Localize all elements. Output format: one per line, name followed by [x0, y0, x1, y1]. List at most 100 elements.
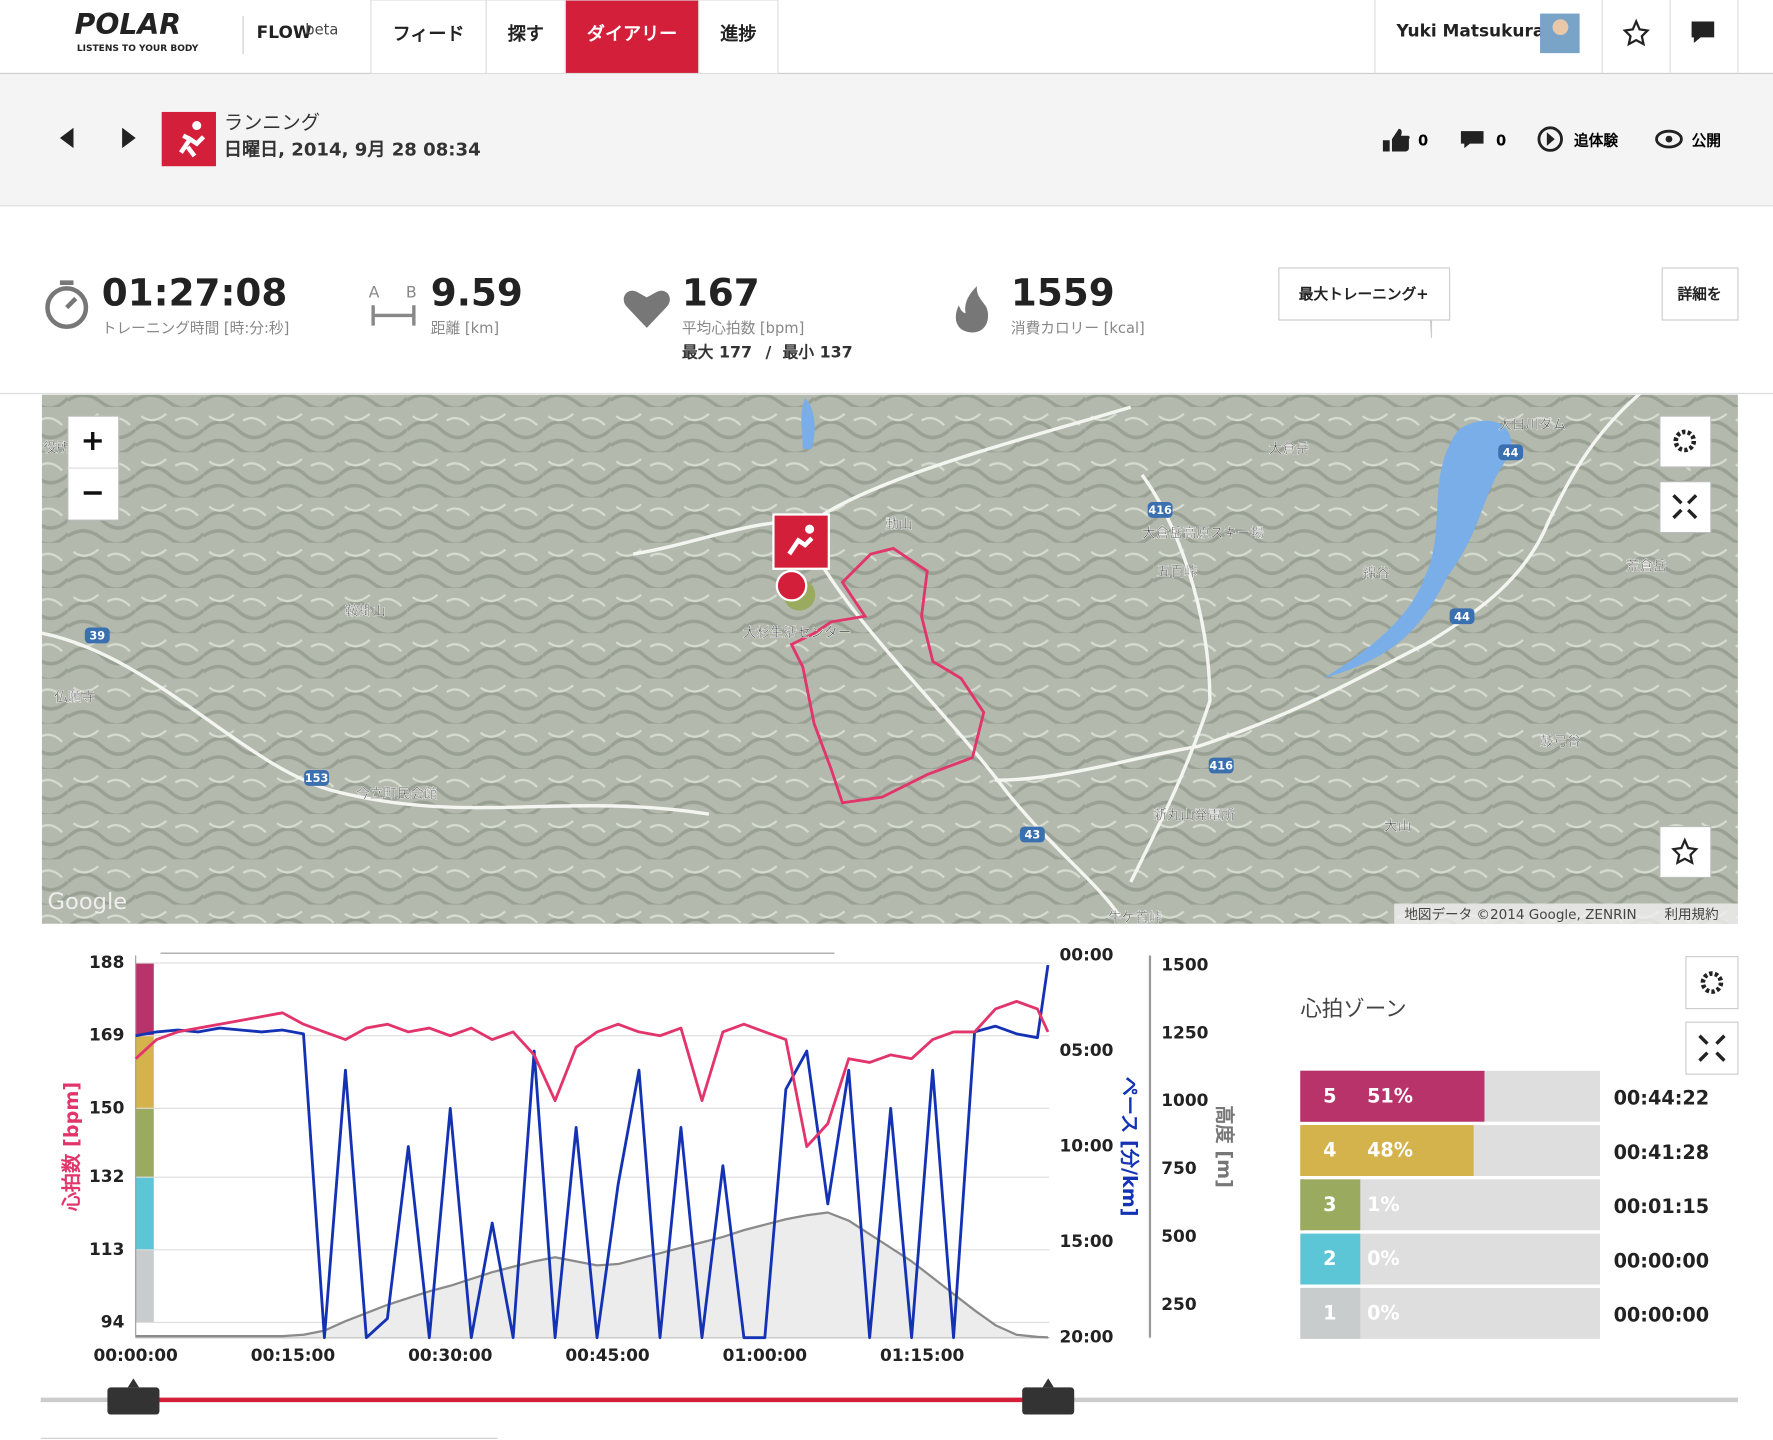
relive[interactable]: 追体験 [1574, 131, 1618, 149]
y3-tick-label: 500 [1161, 1226, 1196, 1246]
zone-percent: 51% [1367, 1084, 1413, 1107]
heart-rate: 167 [682, 271, 760, 315]
zone-label-box [1300, 1233, 1361, 1285]
nav-label[interactable]: フィード [393, 24, 465, 45]
logo[interactable]: POLAR [75, 8, 181, 41]
y2-tick-label: 05:00 [1060, 1040, 1114, 1060]
heart-rate-label: 平均心拍数 [bpm] [682, 320, 805, 337]
road-number: 416 [1148, 504, 1172, 517]
heart-rate-line [134, 999, 1050, 1148]
heart-icon [623, 290, 670, 328]
messages-icon[interactable] [1691, 21, 1715, 43]
zone-duration: 00:44:22 [1614, 1087, 1710, 1110]
heart-rate-max: 最大 177 [682, 342, 752, 361]
visibility[interactable]: 公開 [1692, 132, 1721, 149]
comment-count: 0 [1496, 132, 1506, 149]
slider-handle-start[interactable] [107, 1387, 160, 1415]
chart-fullscreen[interactable] [1685, 1021, 1739, 1075]
map-fullscreen[interactable] [1659, 481, 1712, 534]
map-favorite[interactable] [1659, 826, 1712, 879]
y3-axis-label: 高度 [m] [1213, 1105, 1236, 1188]
zone-duration: 00:00:00 [1614, 1249, 1710, 1272]
map-label: 大杉生活センター [743, 625, 851, 641]
zone-band [135, 963, 154, 1036]
nav-item[interactable] [564, 0, 700, 75]
visibility-icon[interactable] [1655, 129, 1683, 149]
map-terms[interactable]: 利用規約 [1664, 907, 1718, 923]
training-button[interactable] [1278, 267, 1451, 339]
road-number: 44 [1454, 610, 1470, 623]
map-label: 鞍掛山 [345, 604, 386, 620]
marker-b: B [406, 282, 417, 301]
details-button[interactable] [1661, 267, 1739, 321]
like-icon[interactable] [1382, 128, 1410, 152]
relive-icon[interactable] [1537, 126, 1563, 152]
calories-label: 消費カロリー [kcal] [1011, 320, 1145, 337]
y2-tick-label: 20:00 [1060, 1327, 1114, 1347]
zones-title: 心拍ゾーン [1300, 997, 1406, 1022]
map-label: 動山 [885, 517, 912, 533]
map-brand: Google [47, 889, 127, 915]
marker-a: A [369, 282, 380, 301]
nav-label[interactable]: 探す [508, 23, 544, 45]
training-button-label[interactable]: 最大トレーニング+ [1299, 285, 1429, 303]
zone-number: 5 [1323, 1084, 1336, 1107]
zone-duration: 00:41:28 [1614, 1141, 1710, 1164]
route [789, 546, 986, 805]
road-number: 416 [1209, 760, 1233, 773]
road-number: 153 [305, 772, 329, 785]
road-shield [304, 770, 330, 786]
nav-item[interactable] [370, 0, 487, 75]
road-shield [1208, 757, 1234, 774]
road-shield [1019, 826, 1045, 843]
zone-band [135, 1108, 154, 1178]
zone-duration: 00:00:00 [1614, 1304, 1710, 1327]
y3-tick-label: 1000 [1161, 1090, 1208, 1110]
nav-item[interactable] [698, 0, 779, 75]
favorites-icon[interactable] [1622, 18, 1650, 47]
map-label: 鼓弓谷 [1540, 734, 1581, 750]
road-number: 44 [1503, 446, 1519, 459]
slider-handle-end[interactable] [1022, 1387, 1075, 1415]
zone-bar [1300, 1070, 1485, 1122]
duration: 01:27:08 [102, 271, 288, 315]
y3-tick-label: 750 [1161, 1158, 1196, 1178]
x-tick-label: 00:30:00 [408, 1345, 492, 1365]
map-label: 牛ケ首峠 [1108, 910, 1162, 926]
duration-label: トレーニング時間 [時:分:秒] [102, 320, 290, 337]
y3-tick-label: 1500 [1161, 955, 1208, 975]
map-settings[interactable] [1659, 415, 1712, 468]
details-button-label[interactable]: 詳細を [1677, 285, 1721, 303]
zone-band [135, 1177, 154, 1250]
y-tick-label: 94 [101, 1311, 125, 1331]
road-shield [84, 627, 110, 644]
nav-menu: フィード 探す ダイアリー 進捗 [370, 0, 779, 75]
nav-label[interactable]: ダイアリー [587, 23, 677, 45]
chart-settings[interactable] [1685, 956, 1739, 1010]
map-label: 大日川ダム [1498, 417, 1566, 433]
y3-tick-label: 250 [1161, 1294, 1196, 1314]
y-tick-label: 150 [89, 1097, 124, 1117]
duration-icon [45, 286, 89, 330]
y-axis-label: 心拍数 [bpm] [60, 1082, 83, 1212]
user-name[interactable]: Yuki Matsukura [1395, 21, 1544, 41]
heart-rate-min: 最小 137 [782, 342, 852, 361]
map-label: 大山 [1384, 819, 1411, 835]
pace-line [135, 964, 1050, 1340]
zone-percent: 0% [1367, 1301, 1400, 1324]
zone-label-box [1300, 1287, 1361, 1339]
map-label: 五百峠 [1157, 564, 1198, 580]
comment-icon[interactable] [1460, 131, 1484, 149]
nav-item[interactable] [485, 0, 566, 75]
y-tick-label: 188 [89, 952, 124, 972]
map-label: 荒倉岳 [1626, 559, 1667, 575]
nav-label[interactable]: 進捗 [720, 23, 756, 45]
next-button[interactable] [122, 127, 136, 149]
y-tick-label: 169 [89, 1025, 124, 1045]
calorie-icon [955, 286, 989, 333]
prev-button[interactable] [59, 127, 74, 149]
